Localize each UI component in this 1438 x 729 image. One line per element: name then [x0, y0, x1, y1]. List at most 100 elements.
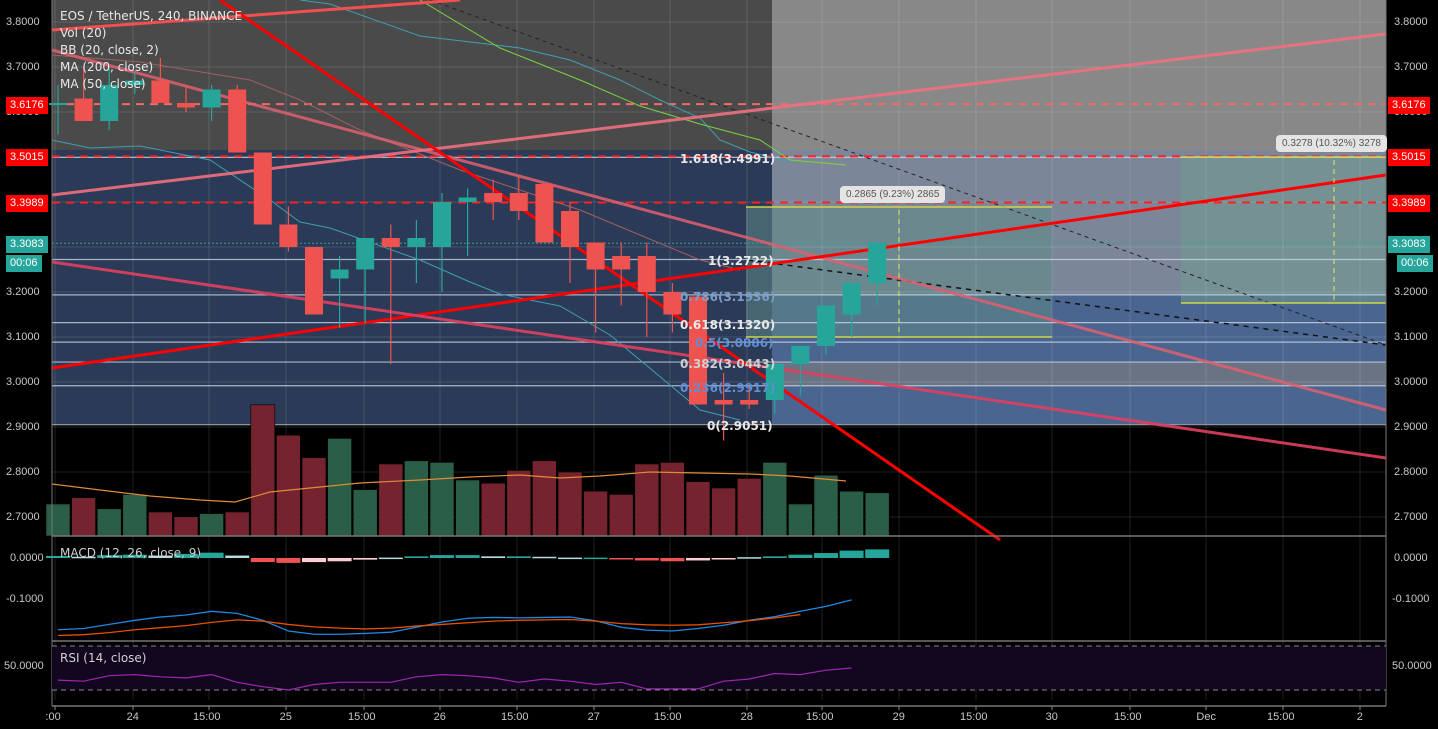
volume-bar — [532, 460, 557, 537]
candle-body — [74, 98, 93, 121]
candle-body — [817, 305, 835, 346]
bb-lower — [51, 139, 741, 421]
fib-level-1: 1(3.2722) — [708, 254, 774, 268]
macd-hist-bar — [353, 558, 378, 560]
candle-body — [561, 211, 579, 247]
macd-hist-bar — [97, 555, 122, 558]
macd-hist-bar — [865, 549, 890, 558]
right-tick: 3.7000 — [1394, 61, 1428, 73]
left-macd-tick: 0.0000 — [10, 552, 44, 564]
volume-bar — [96, 508, 122, 537]
volume-bar — [250, 404, 276, 537]
candle-body — [714, 400, 733, 405]
level-tag-3-6176: 3.6176 — [6, 97, 48, 114]
right-last-price-tag: 3.3083 — [1388, 236, 1430, 253]
macd-title[interactable]: MACD (12, 26, close, 9) — [60, 546, 202, 560]
left-tick: 3.1000 — [6, 331, 40, 343]
candle-body — [586, 242, 605, 270]
right-level-tag-3-5015: 3.5015 — [1388, 149, 1430, 166]
volume-bar — [301, 457, 327, 537]
candle-body — [202, 89, 221, 108]
time-tick: 27 — [587, 711, 600, 723]
time-tick: :00 — [45, 711, 61, 723]
right-tick: 2.7000 — [1394, 511, 1428, 523]
trend-dashed — [429, 0, 1387, 346]
measure-label-2[interactable]: 0.3278 (10.32%) 3278 — [1276, 135, 1387, 152]
trendline — [51, 173, 1387, 370]
right-tick: 2.9000 — [1394, 421, 1428, 433]
macd-hist-bar — [814, 553, 838, 558]
volume-bar — [71, 497, 96, 537]
candle-body — [637, 256, 656, 292]
candle-body — [407, 238, 426, 247]
volume-bar — [634, 463, 660, 537]
macd-hist-bar — [583, 557, 608, 560]
macd-hist-bar — [148, 555, 173, 558]
candle-body — [228, 89, 247, 153]
left-rsi-tick: 50.0000 — [4, 660, 44, 672]
candle-body — [305, 247, 323, 315]
volume-bar — [813, 474, 839, 537]
volume-bar — [148, 511, 173, 537]
fib-zone-past — [52, 150, 772, 424]
time-tick: 2 — [1356, 711, 1363, 723]
macd-hist-bar — [404, 556, 429, 558]
left-tick: 3.8000 — [6, 16, 40, 28]
time-tick: 15:00 — [960, 711, 988, 723]
macd-hist-bar — [506, 556, 531, 558]
candle-body — [330, 269, 349, 279]
macd-hist-bar — [174, 553, 198, 558]
trendline — [219, 0, 1001, 542]
macd-hist-bar — [199, 552, 224, 558]
right-tick: 3.8000 — [1394, 16, 1428, 28]
fib-level-1-618: 1.618(3.4991) — [680, 152, 776, 166]
volume-bar — [608, 494, 634, 537]
trendline — [51, 32, 1387, 197]
time-tick: 15:00 — [1267, 711, 1295, 723]
candle-body — [253, 152, 272, 225]
fib-level-0-236: 0.236(2.9917) — [680, 381, 776, 395]
candle-body — [765, 364, 784, 400]
right-macd-tick: 0.0000 — [1394, 552, 1428, 564]
ma50-line — [419, 0, 847, 166]
last-price-tag: 3.3083 — [6, 236, 48, 253]
volume-bar — [224, 511, 250, 537]
macd-hist-bar — [711, 558, 736, 560]
macd-hist-bar — [250, 558, 275, 563]
right-tick: 3.0000 — [1394, 376, 1428, 388]
right-level-tag-3-3989: 3.3989 — [1388, 195, 1430, 212]
macd-hist-bar — [302, 558, 326, 563]
macd-hist-bar — [430, 555, 454, 558]
macd-hist-bar — [378, 557, 403, 560]
volume-bar — [455, 479, 480, 537]
macd-hist-bar — [225, 555, 250, 558]
time-tick: 15:00 — [654, 711, 682, 723]
macd-hist-bar — [762, 556, 787, 558]
volume-bar — [352, 489, 378, 537]
candle-body — [356, 238, 375, 270]
volume-bar — [404, 460, 429, 537]
time-tick: 15:00 — [348, 711, 376, 723]
volume-bar — [762, 462, 788, 537]
fib-level-0-5: 0.5(3.0886) — [695, 336, 774, 350]
measure-label-1[interactable]: 0.2865 (9.23%) 2865 — [840, 186, 946, 203]
candle-body — [689, 296, 707, 405]
volume-bar — [429, 462, 455, 537]
candle-body — [509, 193, 528, 211]
left-tick: 2.8000 — [6, 466, 40, 478]
volume-bar — [839, 490, 864, 537]
volume-bar — [864, 492, 890, 537]
rsi-title[interactable]: RSI (14, close) — [60, 651, 147, 665]
macd-hist-bar — [276, 558, 301, 563]
macd-hist-bar — [839, 550, 864, 558]
candle-body — [125, 80, 144, 85]
candle-body — [484, 193, 503, 202]
left-tick: 3.7000 — [6, 61, 40, 73]
macd-hist-bar — [71, 556, 96, 559]
fib-level-0: 0(2.9051) — [707, 419, 773, 433]
time-tick: 15:00 — [193, 711, 221, 723]
ma200-line — [51, 54, 741, 271]
candle-body — [740, 400, 759, 405]
left-tick: 2.9000 — [6, 421, 40, 433]
